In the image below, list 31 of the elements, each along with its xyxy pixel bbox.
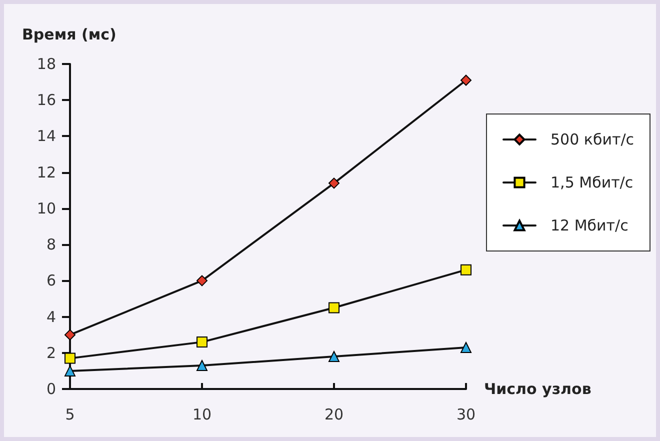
y-axis-title: Время (мс) — [22, 26, 116, 44]
x-tick-label: 20 — [324, 406, 344, 424]
point — [196, 360, 208, 372]
point — [460, 264, 472, 276]
point — [64, 329, 76, 340]
x-tick-label: 30 — [456, 406, 476, 424]
point — [64, 365, 76, 376]
point — [196, 336, 208, 348]
x-tick-label: 10 — [192, 406, 212, 424]
y-tick-label: 12 — [36, 163, 56, 182]
point — [460, 74, 472, 86]
x-axis-title: Число узлов — [484, 380, 592, 398]
y-tick-label: 10 — [36, 199, 56, 218]
y-tick-label: 8 — [46, 236, 56, 254]
legend-label: 1,5 Мбит/с — [550, 174, 634, 192]
point — [328, 302, 340, 314]
y-tick-label: 14 — [36, 127, 56, 146]
y-tick-label: 16 — [36, 91, 56, 110]
y-tick-label: 0 — [46, 380, 56, 398]
legend-label: 12 Мбит/с — [550, 216, 628, 234]
y-tick-label: 4 — [46, 308, 56, 326]
legend-label: 500 кбит/с — [550, 130, 634, 148]
point — [460, 342, 472, 353]
y-tick-label: 2 — [46, 344, 56, 362]
x-tick-label: 5 — [65, 406, 75, 424]
y-tick-label: 6 — [46, 272, 56, 290]
point — [328, 178, 340, 189]
point — [64, 352, 76, 364]
point — [196, 275, 208, 286]
point — [328, 351, 340, 362]
y-tick-label: 18 — [36, 55, 56, 73]
